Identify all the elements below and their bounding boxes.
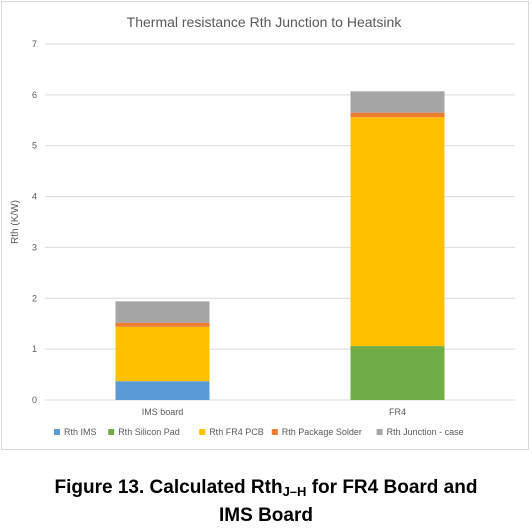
legend-swatch [108,429,115,435]
bar-segment [350,117,445,347]
stacked-bar-chart: Thermal resistance Rth Junction to Heats… [10,14,515,437]
y-tick-label: 3 [32,242,37,252]
y-tick-label: 7 [32,39,37,49]
bar-segment [115,381,210,400]
y-tick-label: 6 [32,90,37,100]
legend-swatch [54,429,60,435]
y-tick-label: 5 [32,141,37,151]
bar-segment [350,112,445,118]
caption-line2: IMS Board [219,505,313,526]
y-tick-label: 4 [32,192,37,202]
figure-caption: Figure 13. Calculated RthJ–H for FR4 Boa… [0,476,532,528]
y-axis-label: Rth (K/W) [10,200,21,244]
legend-swatch [271,429,278,435]
y-tick-label: 2 [32,293,37,303]
legend-entry: Rth Junction - case [387,427,464,437]
bar-segment [115,301,210,323]
x-tick-label: IMS board [142,407,184,417]
legend-swatch [199,429,206,435]
y-tick-label: 0 [32,395,37,405]
bar-segment [115,322,210,327]
caption-subscript: J–H [282,484,307,499]
bar-segment [350,91,445,113]
bar-segment [115,326,210,382]
bar-segment [350,346,445,400]
legend-entry: Rth Silicon Pad [118,427,180,437]
caption-main: Figure 13. Calculated Rth [54,477,283,498]
x-tick-label: FR4 [389,407,406,417]
chart-title: Thermal resistance Rth Junction to Heats… [127,14,403,30]
legend-entry: Rth Package Solder [282,427,362,437]
y-tick-label: 1 [32,344,37,354]
legend-entry: Rth IMS [64,427,97,437]
legend-swatch [376,429,383,435]
caption-rest: for FR4 Board and [306,477,478,498]
legend-entry: Rth FR4 PCB [209,427,264,437]
